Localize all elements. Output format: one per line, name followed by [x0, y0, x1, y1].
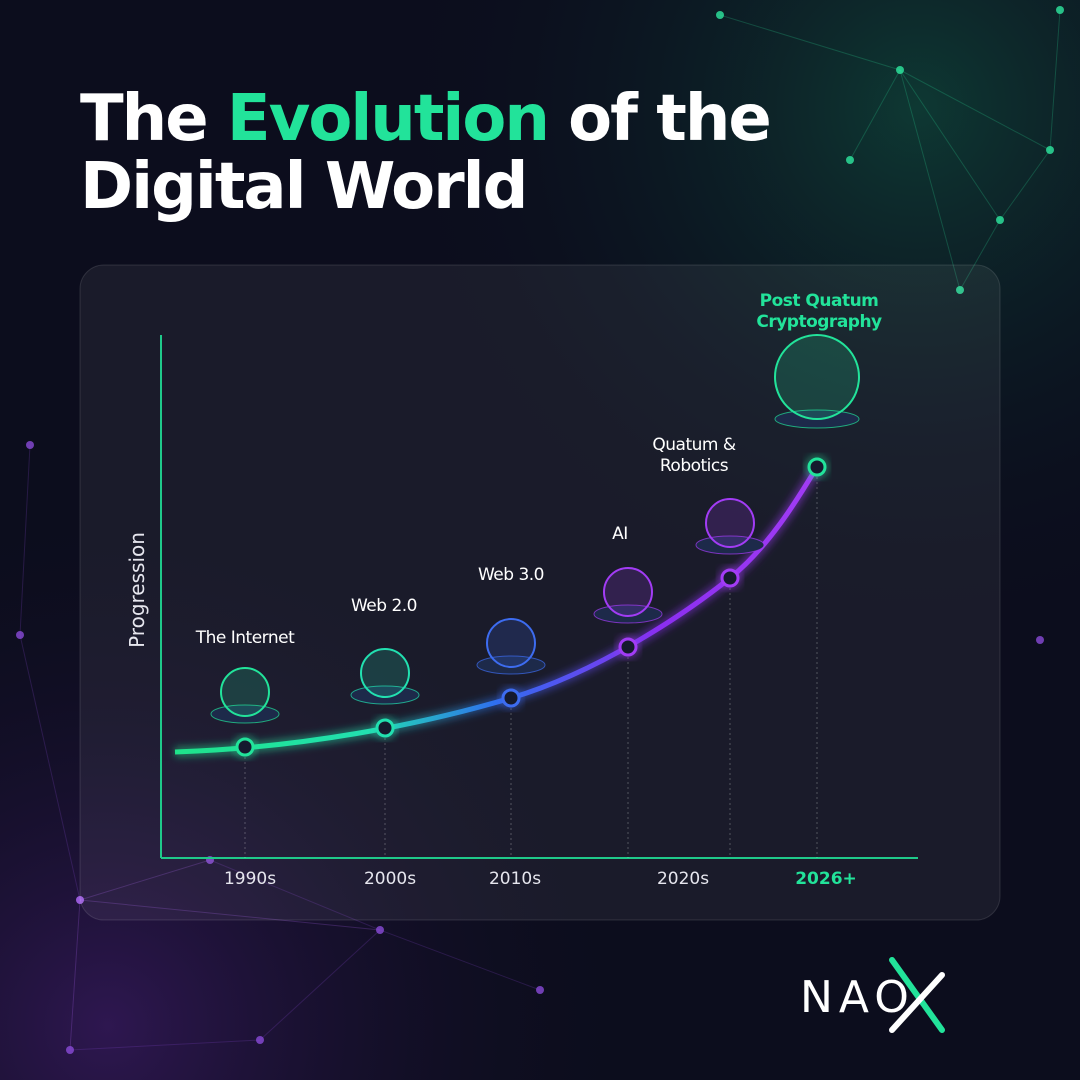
timeline: The Internet Web 2.0 Web 3.0 AI Quatum &Robo… [174, 291, 883, 889]
x-axis-label: 2026+ [795, 869, 857, 889]
milestone-label: Cryptography [756, 312, 882, 332]
network-decoration [16, 6, 1064, 1054]
milestone-label: Web 2.0 [351, 596, 417, 616]
milestone-point [375, 718, 395, 738]
network-node [536, 986, 544, 994]
icon-orb [603, 567, 653, 617]
network-node [256, 1036, 264, 1044]
milestone-point [501, 688, 521, 708]
milestone-label: Quatum & [652, 435, 735, 455]
network-node [1036, 636, 1044, 644]
milestone-label: The Internet [195, 628, 295, 648]
network-node [716, 11, 724, 19]
network-node [1056, 6, 1064, 14]
title: Digital World [80, 150, 526, 224]
icon-orb [705, 498, 755, 548]
network-node [66, 1046, 74, 1054]
network-link [209, 859, 381, 931]
x-axis-label: 1990s [224, 869, 276, 889]
network-node [376, 926, 384, 934]
x-axis-label: 2010s [489, 869, 541, 889]
network-node [1046, 146, 1054, 154]
title-part: of the [568, 82, 770, 156]
network-link [899, 69, 1001, 221]
network-link [1049, 9, 1061, 151]
brand-x [889, 957, 945, 1033]
milestone-point [235, 737, 255, 757]
milestone-label: Web 3.0 [478, 565, 544, 585]
network-node [26, 441, 34, 449]
chart-card [79, 264, 1001, 921]
network-link [379, 929, 541, 991]
network-link [79, 859, 211, 901]
network-node [16, 631, 24, 639]
network-link [899, 69, 1051, 151]
title-part: The [80, 82, 207, 156]
milestone-label: Post Quatum [760, 291, 879, 311]
network-node [896, 66, 904, 74]
network-node [956, 286, 964, 294]
icon-orb [774, 334, 860, 420]
network-link [69, 1039, 261, 1051]
network-link [79, 899, 381, 931]
network-link [959, 219, 1001, 291]
milestone-point [807, 457, 827, 477]
network-link [999, 149, 1051, 221]
network-node [76, 896, 84, 904]
icon-orb [360, 648, 410, 698]
network-node [996, 216, 1004, 224]
milestone-label: Robotics [660, 456, 729, 476]
network-link [899, 69, 961, 291]
title: The Evolution of the [80, 82, 770, 156]
brand-logo: NAO [800, 972, 915, 1023]
network-link [19, 634, 81, 901]
y-axis-label: Progression [125, 532, 149, 648]
milestone-label: AI [612, 524, 628, 544]
title-highlight: Evolution [227, 82, 548, 156]
x-axis-label: 2000s [364, 869, 416, 889]
network-link [849, 69, 901, 161]
milestone-point [618, 637, 638, 657]
network-link [259, 929, 381, 1041]
network-link [69, 899, 81, 1051]
network-link [19, 444, 31, 636]
icon-orb [220, 667, 270, 717]
milestone-point [720, 568, 740, 588]
network-node [846, 156, 854, 164]
progress-curve [174, 465, 820, 755]
network-link [719, 14, 901, 71]
icon-orb [486, 618, 536, 668]
x-axis-label: 2020s [657, 869, 709, 889]
